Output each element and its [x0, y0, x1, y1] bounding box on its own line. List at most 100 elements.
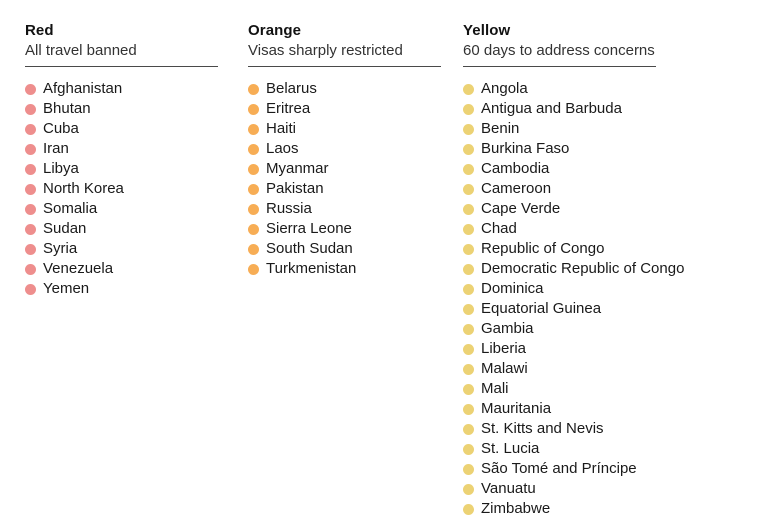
country-label: Malawi: [481, 360, 528, 377]
country-label: Benin: [481, 120, 520, 137]
category-dot-icon: [25, 203, 36, 215]
country-label: Zimbabwe: [481, 500, 551, 517]
country-list-item: Bhutan: [25, 99, 218, 119]
column-subtitle-orange: Visas sharply restricted: [248, 42, 403, 59]
country-list-item: Belarus: [248, 79, 441, 99]
country-list-item: Antigua and Barbuda: [463, 99, 656, 119]
country-label: Venezuela: [43, 260, 114, 277]
category-dot-icon: [463, 323, 474, 335]
country-label: Bhutan: [43, 100, 91, 117]
country-list-orange: Belarus Eritrea Haiti Laos Myanmar Pakistan Ru…: [248, 79, 441, 279]
category-dot-icon: [463, 223, 474, 235]
country-label: Angola: [481, 80, 528, 97]
country-list-item: Myanmar: [248, 159, 441, 179]
category-dot-icon: [25, 83, 36, 95]
country-list-item: Russia: [248, 199, 441, 219]
country-label: Pakistan: [266, 180, 324, 197]
country-label: São Tomé and Príncipe: [481, 460, 637, 477]
country-label: Mali: [481, 380, 509, 397]
country-list-item: Eritrea: [248, 99, 441, 119]
country-label: Laos: [266, 140, 299, 157]
category-dot-icon: [463, 103, 474, 115]
country-list-item: Burkina Faso: [463, 139, 656, 159]
country-label: North Korea: [43, 180, 124, 197]
country-list-item: Gambia: [463, 319, 656, 339]
country-label: Libya: [43, 160, 79, 177]
country-label: Mauritania: [481, 400, 552, 417]
category-dot-icon: [25, 283, 36, 295]
column-rule: [248, 66, 441, 67]
category-dot-icon: [463, 383, 474, 395]
category-dot-icon: [248, 183, 259, 195]
country-label: Republic of Congo: [481, 240, 605, 257]
country-label: Eritrea: [266, 100, 311, 117]
country-label: Russia: [266, 200, 312, 217]
country-list-item: Afghanistan: [25, 79, 218, 99]
column-yellow: Yellow 60 days to address concerns Angol…: [463, 21, 684, 519]
category-dot-icon: [25, 243, 36, 255]
country-list-item: Democratic Republic of Congo: [463, 259, 684, 279]
country-label: Myanmar: [266, 160, 329, 177]
category-dot-icon: [248, 83, 259, 95]
country-label: Haiti: [266, 120, 297, 137]
country-label: Burkina Faso: [481, 140, 570, 157]
country-list-item: Venezuela: [25, 259, 218, 279]
category-dot-icon: [463, 483, 474, 495]
country-label: Vanuatu: [481, 480, 536, 497]
category-dot-icon: [463, 403, 474, 415]
country-list-item: St. Kitts and Nevis: [463, 419, 656, 439]
column-orange: Orange Visas sharply restricted Belarus E…: [248, 21, 441, 279]
country-list-item: Pakistan: [248, 179, 441, 199]
country-list-item: Somalia: [25, 199, 218, 219]
category-dot-icon: [463, 463, 474, 475]
category-dot-icon: [463, 183, 474, 195]
category-dot-icon: [463, 243, 474, 255]
country-list-item: Vanuatu: [463, 479, 656, 499]
category-dot-icon: [463, 303, 474, 315]
country-list-item: Mauritania: [463, 399, 656, 419]
category-dot-icon: [463, 363, 474, 375]
country-list-item: Chad: [463, 219, 656, 239]
country-list-item: Laos: [248, 139, 441, 159]
country-list-item: South Sudan: [248, 239, 441, 259]
category-dot-icon: [25, 123, 36, 135]
column-subtitle-red: All travel banned: [25, 42, 137, 59]
country-list-item: North Korea: [25, 179, 218, 199]
country-list-item: Benin: [463, 119, 656, 139]
country-label: Cuba: [43, 120, 79, 137]
country-label: Turkmenistan: [266, 260, 357, 277]
country-label: Dominica: [481, 280, 544, 297]
country-label: South Sudan: [266, 240, 353, 257]
country-label: Cape Verde: [481, 200, 561, 217]
country-list-item: Equatorial Guinea: [463, 299, 656, 319]
country-label: Chad: [481, 220, 517, 237]
country-label: Antigua and Barbuda: [481, 100, 622, 117]
category-dot-icon: [463, 203, 474, 215]
country-list-item: Cambodia: [463, 159, 656, 179]
country-list-item: Angola: [463, 79, 656, 99]
category-dot-icon: [248, 143, 259, 155]
category-dot-icon: [25, 263, 36, 275]
country-list-item: Liberia: [463, 339, 656, 359]
category-dot-icon: [248, 223, 259, 235]
country-label: Cambodia: [481, 160, 550, 177]
category-dot-icon: [248, 203, 259, 215]
country-list-item: Haiti: [248, 119, 441, 139]
country-label: St. Lucia: [481, 440, 540, 457]
category-dot-icon: [248, 123, 259, 135]
country-list-item: Cuba: [25, 119, 218, 139]
category-dot-icon: [248, 163, 259, 175]
country-list-item: St. Lucia: [463, 439, 656, 459]
country-label: Liberia: [481, 340, 527, 357]
country-list-item: Zimbabwe: [463, 499, 656, 519]
country-label: Yemen: [43, 280, 90, 297]
country-label: Afghanistan: [43, 80, 123, 97]
country-list-red: Afghanistan Bhutan Cuba Iran Libya North Kore…: [25, 79, 218, 299]
column-subtitle-yellow: 60 days to address concerns: [463, 42, 655, 59]
category-dot-icon: [463, 123, 474, 135]
column-red: Red All travel banned Afghanistan Bhutan C…: [25, 21, 218, 299]
country-label: Syria: [43, 240, 78, 257]
category-dot-icon: [25, 183, 36, 195]
country-label: Equatorial Guinea: [481, 300, 602, 317]
